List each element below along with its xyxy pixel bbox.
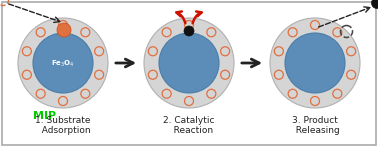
Circle shape: [33, 33, 93, 93]
FancyArrowPatch shape: [193, 11, 201, 23]
Text: 1. Substrate
  Adsorption: 1. Substrate Adsorption: [35, 116, 91, 135]
Circle shape: [159, 33, 219, 93]
Circle shape: [270, 18, 360, 108]
Text: 2. Catalytic
   Reaction: 2. Catalytic Reaction: [163, 116, 215, 135]
Circle shape: [184, 26, 194, 36]
Text: Fe$_3$O$_4$: Fe$_3$O$_4$: [51, 59, 75, 69]
Text: MIP: MIP: [33, 111, 57, 121]
Circle shape: [18, 18, 108, 108]
Circle shape: [285, 33, 345, 93]
Circle shape: [57, 23, 71, 37]
FancyBboxPatch shape: [2, 2, 376, 145]
Text: 3. Product
  Releasing: 3. Product Releasing: [290, 116, 340, 135]
Circle shape: [144, 18, 234, 108]
FancyArrowPatch shape: [177, 11, 185, 23]
Circle shape: [372, 0, 378, 9]
